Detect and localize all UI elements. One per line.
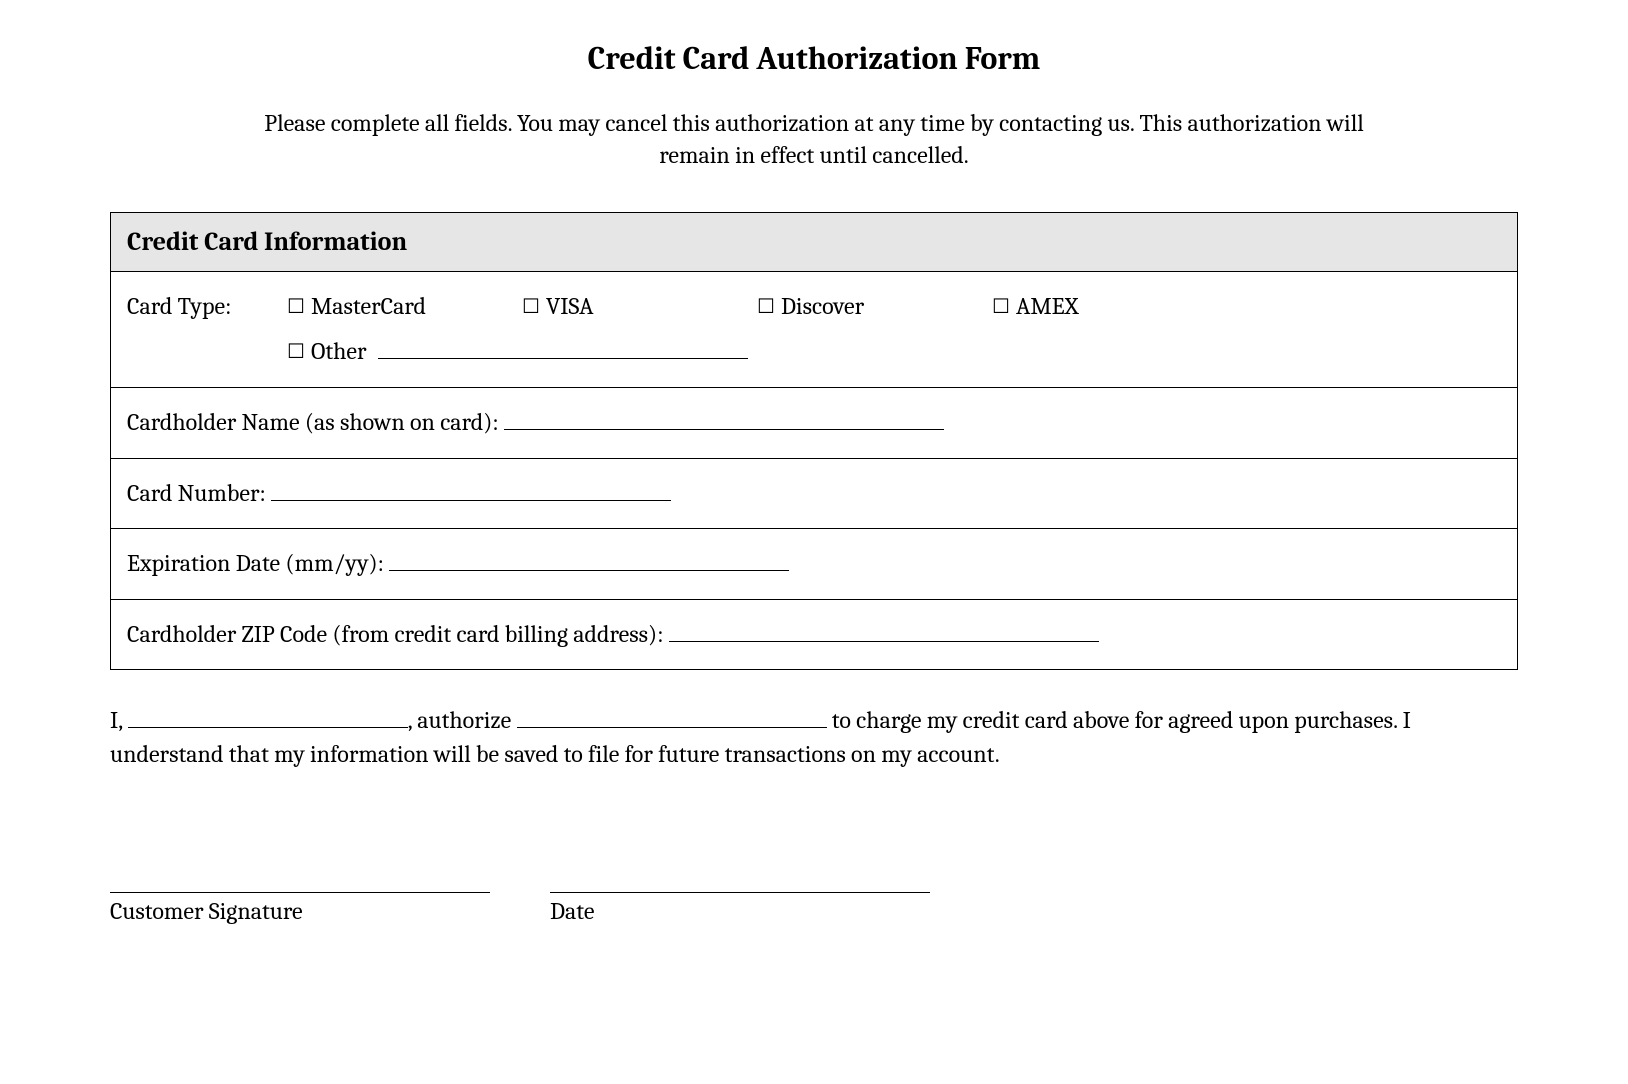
credit-card-info-box: Credit Card Information Card Type: ☐Mast… [110,212,1518,671]
signature-area: Customer Signature Date [110,892,1518,925]
form-page: Credit Card Authorization Form Please co… [0,0,1628,1084]
option-discover[interactable]: ☐Discover [757,284,992,330]
expiration-label: Expiration Date (mm/yy): [127,549,384,577]
zip-row: Cardholder ZIP Code (from credit card bi… [111,600,1517,670]
checkbox-icon: ☐ [287,333,305,371]
expiration-row: Expiration Date (mm/yy): [111,529,1517,600]
zip-label: Cardholder ZIP Code (from credit card bi… [127,620,663,648]
customer-signature-line[interactable] [110,892,490,893]
card-number-row: Card Number: [111,459,1517,530]
expiration-blank[interactable] [389,550,789,572]
option-other-label: Other [311,337,367,365]
checkbox-icon: ☐ [757,288,775,326]
option-other[interactable]: ☐Other [287,329,992,375]
cardholder-name-label: Cardholder Name (as shown on card): [127,408,498,436]
customer-signature-label: Customer Signature [110,897,490,925]
option-amex-label: AMEX [1016,292,1078,320]
auth-text-1: I, [110,706,122,734]
intro-text: Please complete all fields. You may canc… [264,107,1364,172]
auth-name-blank[interactable] [128,707,408,729]
cardholder-name-row: Cardholder Name (as shown on card): [111,388,1517,459]
date-label: Date [550,897,930,925]
option-amex[interactable]: ☐AMEX [992,284,1501,330]
option-visa[interactable]: ☐VISA [522,284,757,330]
section-header: Credit Card Information [111,213,1517,272]
checkbox-icon: ☐ [992,288,1010,326]
option-discover-label: Discover [781,292,864,320]
customer-signature-block: Customer Signature [110,892,490,925]
option-mastercard[interactable]: ☐MasterCard [287,284,522,330]
date-block: Date [550,892,930,925]
auth-text-2: , authorize [408,706,512,734]
option-visa-label: VISA [546,292,594,320]
card-number-blank[interactable] [271,479,671,501]
auth-payee-blank[interactable] [517,707,827,729]
form-title: Credit Card Authorization Form [110,40,1518,77]
authorization-paragraph: I, , authorize to charge my credit card … [110,704,1518,771]
checkbox-icon: ☐ [522,288,540,326]
checkbox-icon: ☐ [287,288,305,326]
other-blank-line[interactable] [378,338,748,360]
zip-blank[interactable] [669,620,1099,642]
option-mastercard-label: MasterCard [311,292,426,320]
card-type-label: Card Type: [127,284,287,330]
card-type-row: Card Type: ☐MasterCard ☐VISA ☐Discover ☐… [111,272,1517,388]
date-line[interactable] [550,892,930,893]
cardholder-name-blank[interactable] [504,408,944,430]
card-number-label: Card Number: [127,479,266,507]
